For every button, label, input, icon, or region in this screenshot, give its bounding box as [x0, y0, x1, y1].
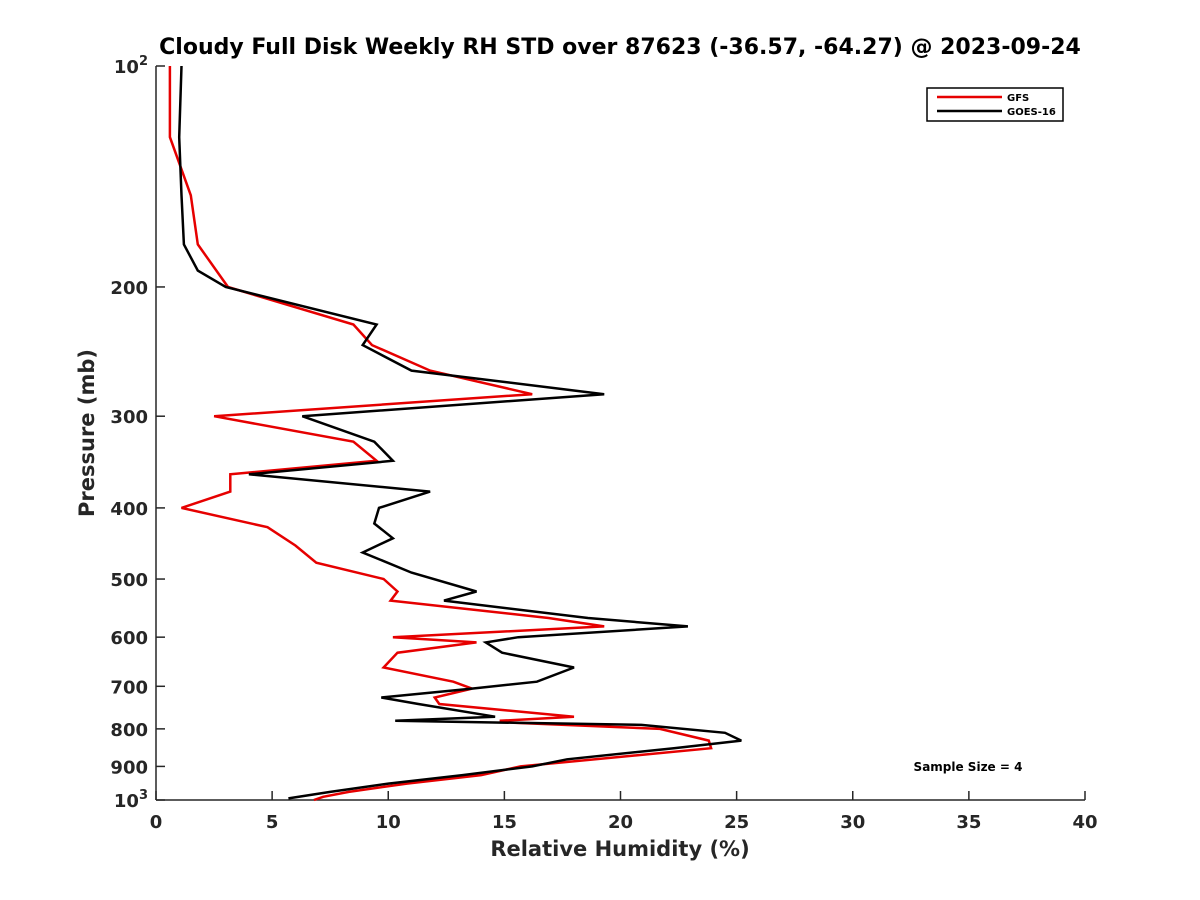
y-tick-label: 102 — [114, 54, 148, 78]
y-tick-label: 900 — [110, 757, 148, 778]
x-tick-label: 5 — [266, 812, 279, 833]
x-tick-label: 30 — [840, 812, 865, 833]
y-tick-label: 600 — [110, 628, 148, 649]
chart-title: Cloudy Full Disk Weekly RH STD over 8762… — [159, 35, 1081, 60]
sample-size-annotation: Sample Size = 4 — [914, 760, 1023, 774]
x-tick-label: 20 — [608, 812, 633, 833]
y-tick-label: 300 — [110, 407, 148, 428]
legend-box — [926, 87, 1064, 122]
plot-area: 0 5 10 15 20 25 30 35 40 102 200 300 400 500 600 700 800… — [110, 54, 1097, 833]
series-line-gfs — [168, 66, 713, 802]
x-tick-label: 10 — [376, 812, 401, 833]
legend-label-goes16: GOES-16 — [1007, 107, 1056, 118]
y-tick-label: 700 — [110, 677, 148, 698]
y-tick-label: 500 — [110, 570, 148, 591]
x-tick-label: 35 — [956, 812, 981, 833]
x-tick-label: 40 — [1072, 812, 1097, 833]
y-tick-label: 103 — [114, 788, 148, 812]
y-axis-label: Pressure (mb) — [75, 349, 99, 517]
x-axis-label: Relative Humidity (%) — [490, 837, 749, 861]
y-tick-label: 400 — [110, 499, 148, 520]
x-tick-label: 0 — [150, 812, 163, 833]
y-tick-label: 200 — [110, 278, 148, 299]
series-line-goes16 — [177, 65, 742, 800]
x-tick-label: 15 — [492, 812, 517, 833]
legend: GFS GOES-16 — [926, 87, 1064, 122]
y-tick-label: 800 — [110, 720, 148, 741]
x-tick-label: 25 — [724, 812, 749, 833]
legend-label-gfs: GFS — [1007, 93, 1029, 104]
